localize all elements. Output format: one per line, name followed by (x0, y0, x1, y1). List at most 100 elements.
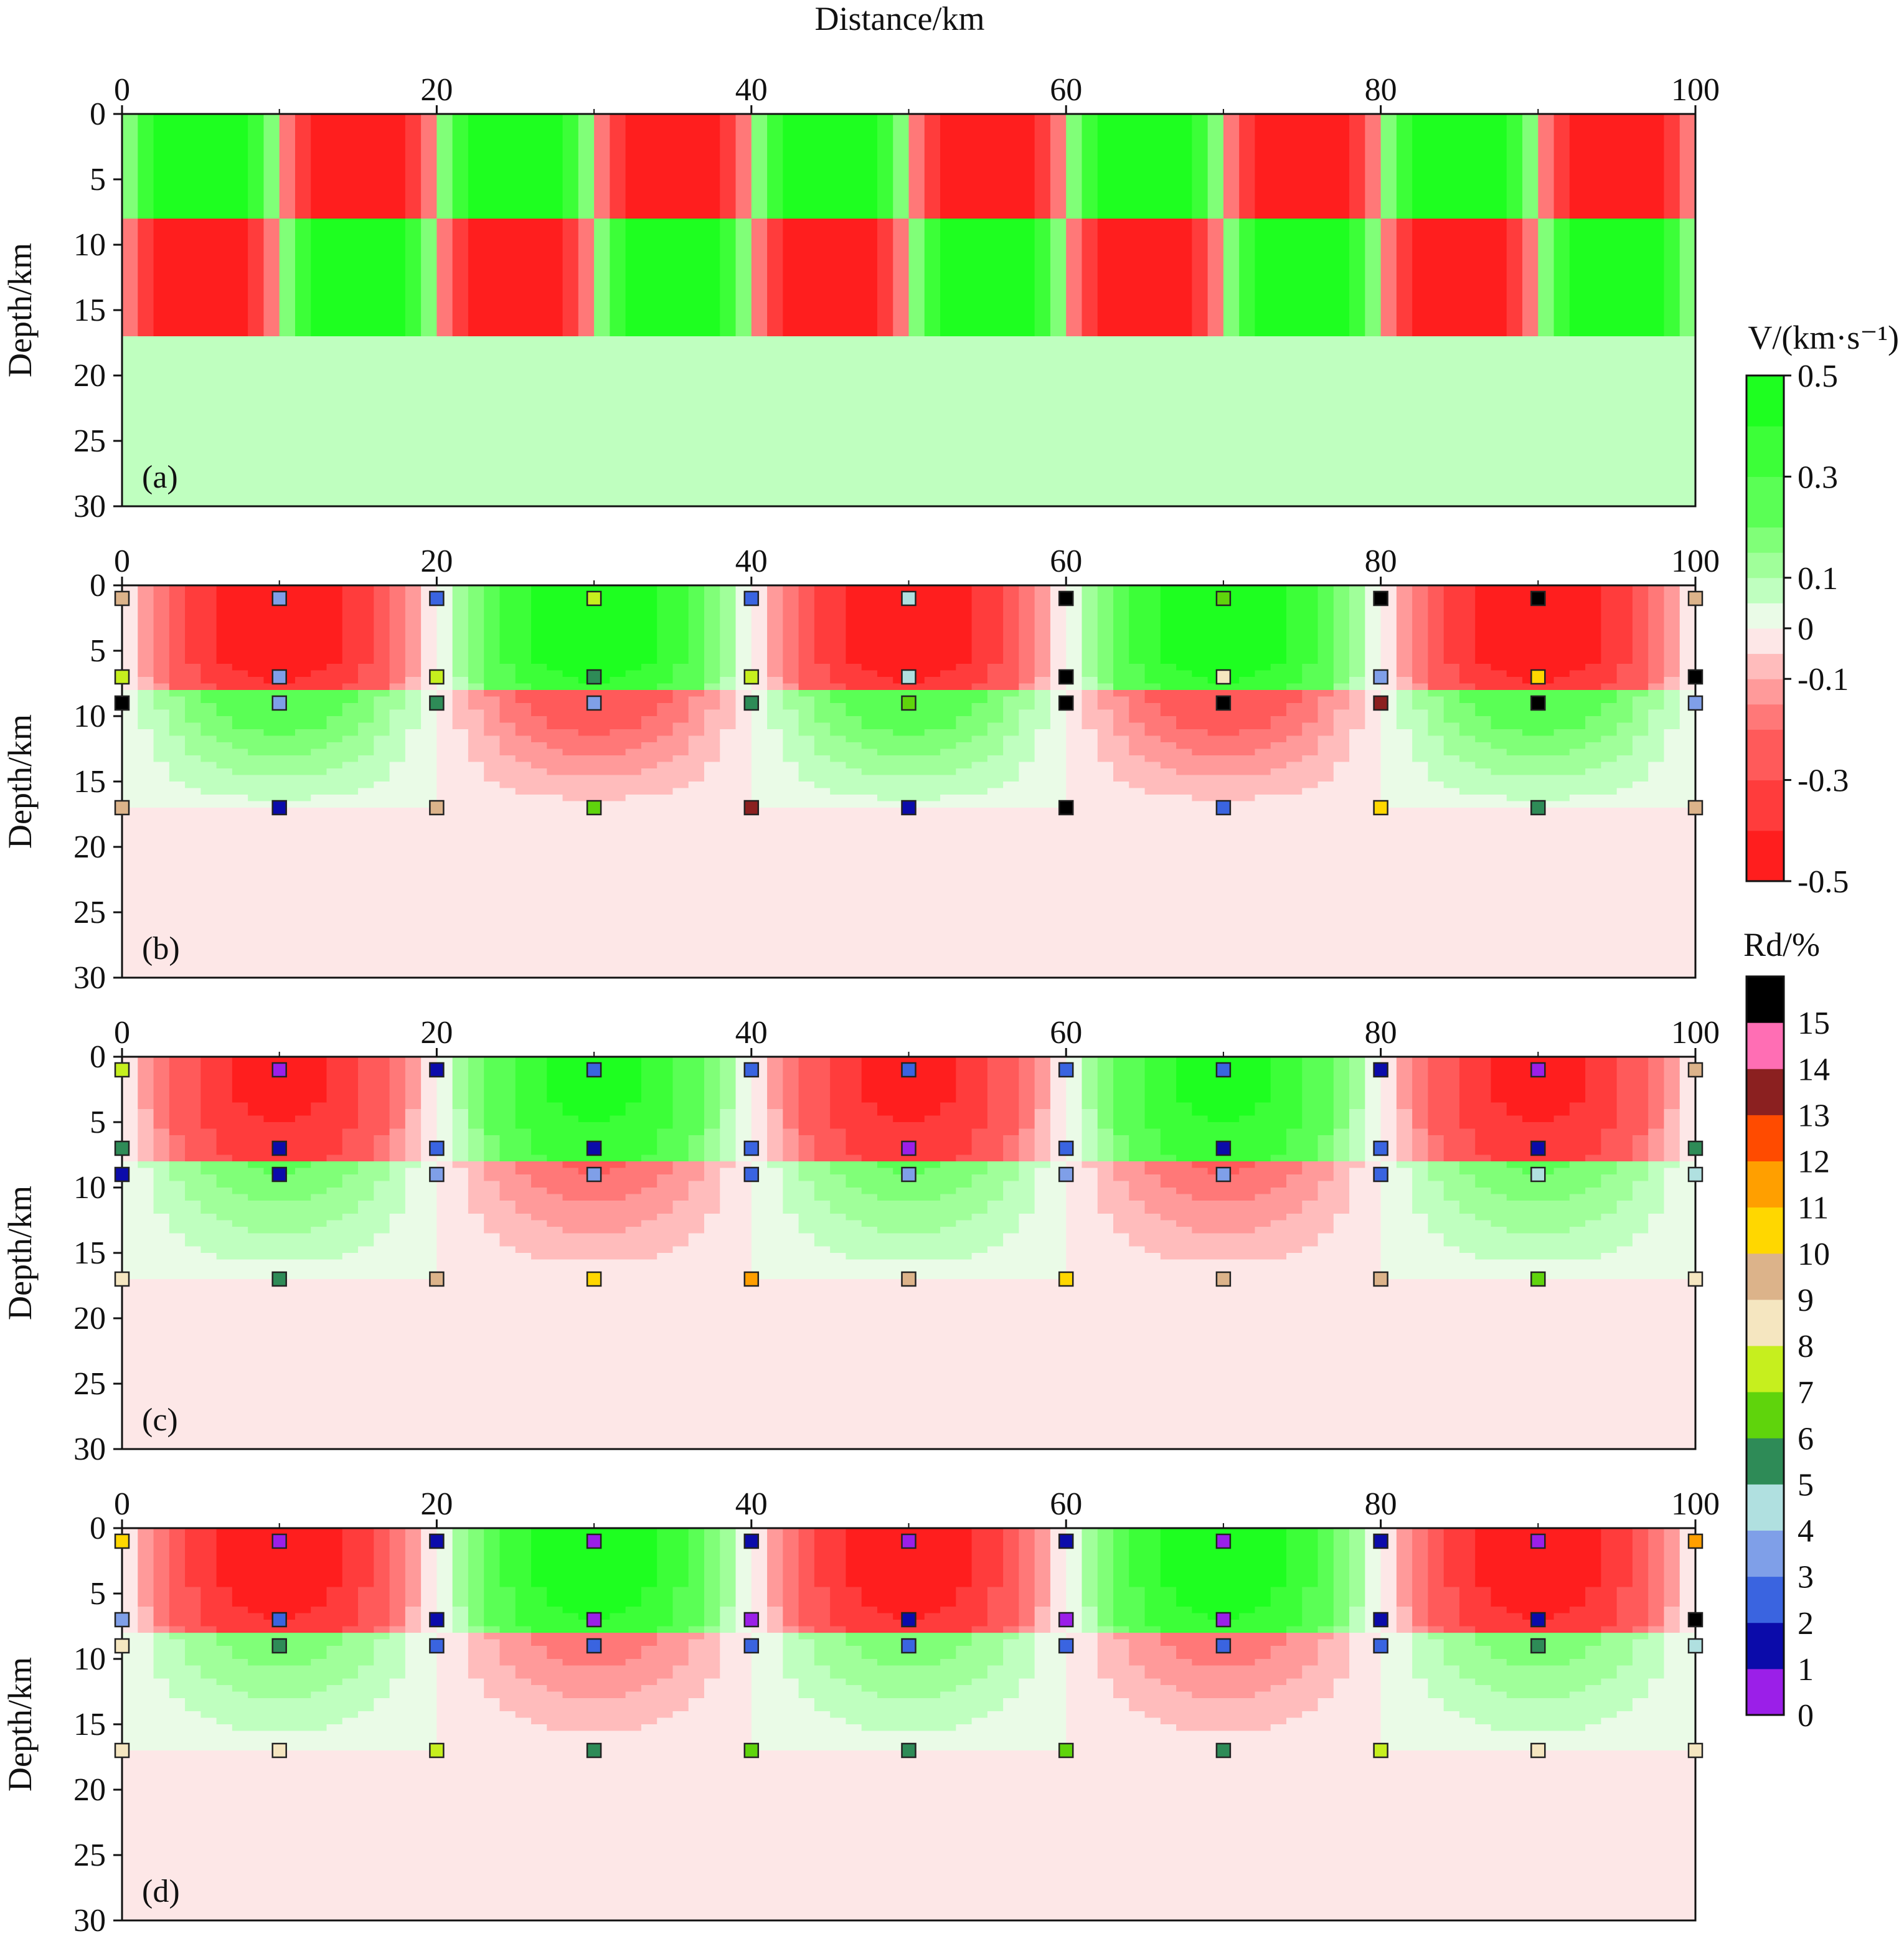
heat-cell (138, 323, 154, 331)
heat-cell (452, 1148, 469, 1156)
heat-cell (122, 664, 138, 671)
heat-cell (389, 638, 406, 645)
heat-cell (1192, 159, 1209, 167)
heat-cell (1349, 1122, 1365, 1130)
heat-cell (1632, 625, 1649, 632)
heat-cell (924, 199, 941, 206)
heat-cell (924, 212, 941, 219)
heat-cell (1349, 310, 1365, 318)
heat-cell (751, 238, 768, 245)
heat-cell (484, 1227, 563, 1234)
heat-cell (122, 1214, 170, 1221)
heat-cell (1066, 1089, 1083, 1097)
heat-cell (153, 703, 186, 711)
heat-cell (735, 212, 752, 219)
heat-cell (1616, 788, 1696, 795)
heat-cell (1066, 284, 1083, 291)
heat-cell (767, 219, 783, 226)
heat-cell (893, 159, 910, 167)
heat-cell (1066, 585, 1083, 593)
heat-cell (704, 1554, 720, 1562)
heat-cell (798, 644, 815, 651)
heat-cell (122, 696, 138, 704)
heat-cell (783, 212, 878, 219)
heat-cell (1003, 1181, 1035, 1188)
heat-cell (625, 159, 720, 167)
heat-cell (185, 1141, 217, 1149)
heat-cell (122, 899, 1696, 907)
heat-cell (374, 1554, 390, 1562)
heat-cell (971, 651, 1004, 658)
heat-cell (893, 192, 910, 200)
heat-cell (562, 251, 579, 258)
heat-cell (751, 1109, 768, 1117)
heat-cell (830, 1089, 862, 1097)
heat-cell (1129, 612, 1161, 619)
heat-cell (814, 1547, 847, 1555)
heat-cell (1365, 670, 1382, 678)
heat-cell (1349, 742, 1382, 750)
heat-cell (1365, 258, 1382, 265)
heat-cell (122, 441, 1696, 448)
heat-cell (735, 657, 752, 664)
heat-cell (1333, 683, 1350, 691)
heat-cell (751, 1070, 768, 1077)
heat-cell (1601, 1214, 1649, 1221)
heat-cell (436, 709, 453, 717)
heat-cell (1664, 1135, 1680, 1143)
heat-cell (169, 1076, 201, 1084)
heat-cell (1365, 1148, 1382, 1156)
heat-cell (1664, 1109, 1680, 1117)
heat-cell (263, 199, 280, 206)
rd-marker (429, 1166, 445, 1183)
heat-cell (153, 1174, 170, 1182)
heat-cell (720, 683, 737, 691)
heat-cell (436, 612, 453, 619)
heat-cell (1144, 1076, 1177, 1084)
y-tick-label: 5 (90, 1105, 106, 1140)
heat-cell (1632, 1541, 1649, 1549)
heat-cell (1349, 592, 1365, 599)
heat-cell (1239, 172, 1256, 180)
x-tick-label: 40 (735, 72, 768, 108)
heat-cell (1616, 1246, 1696, 1254)
heat-cell (1664, 1168, 1696, 1175)
heat-cell (1380, 232, 1397, 239)
heat-cell (1412, 1181, 1444, 1188)
heat-cell (908, 264, 925, 272)
heat-cell (657, 1554, 689, 1562)
heat-cell (908, 172, 925, 180)
heat-cell (735, 1096, 752, 1103)
heat-cell (185, 1528, 217, 1536)
heat-cell (452, 709, 484, 717)
heat-cell (1365, 251, 1382, 258)
heat-cell (1066, 192, 1083, 200)
heat-cell (735, 598, 752, 606)
heat-cell (1412, 755, 1460, 763)
heat-cell (1192, 303, 1209, 311)
heat-cell (1522, 310, 1539, 318)
heat-cell (358, 1201, 406, 1208)
heat-cell (688, 605, 705, 612)
heat-cell (169, 1155, 186, 1162)
heat-cell (893, 1115, 925, 1123)
heat-cell (1255, 232, 1350, 239)
heat-cell (1459, 1096, 1492, 1103)
heat-cell (295, 146, 311, 154)
heat-cell (1380, 114, 1397, 121)
rd-marker (1687, 695, 1704, 711)
heat-cell (1050, 212, 1067, 219)
heat-cell (1632, 696, 1665, 704)
heat-cell (1380, 1141, 1397, 1149)
heat-cell (1443, 592, 1476, 599)
heat-cell (1679, 1554, 1696, 1562)
heat-cell (751, 316, 768, 324)
heat-cell (153, 1561, 170, 1568)
heat-cell (1082, 232, 1098, 239)
heat-cell (1428, 1528, 1444, 1536)
heat-cell (169, 1534, 186, 1542)
heat-cell (594, 329, 610, 337)
heat-cell (405, 1109, 422, 1117)
heat-cell (1443, 1155, 1492, 1162)
